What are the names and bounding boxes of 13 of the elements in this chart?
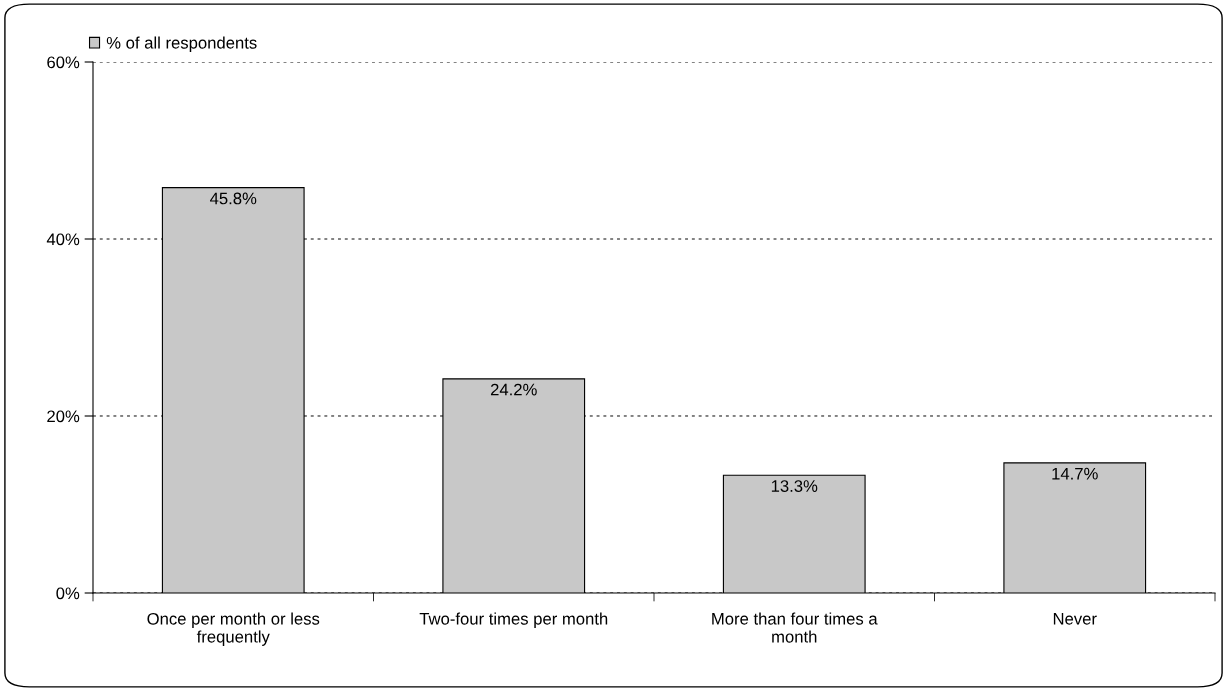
text: 13.3% [771, 480, 818, 492]
y-tick-label: 20% [47, 410, 80, 423]
legend-label: % of all respondents [106, 36, 257, 52]
y-tick-label: 0% [56, 587, 80, 600]
x-tick-label: Two-four times per month [419, 612, 608, 628]
x-tick-label: More than four times a month [712, 612, 878, 643]
text: 14.7% [1052, 467, 1098, 480]
y-tick-label: 40% [46, 233, 80, 246]
y-tick-label: 60% [47, 56, 80, 69]
x-tick-label: Never [1053, 613, 1097, 625]
x-tick-label: Once per month or less frequently [147, 612, 320, 646]
text: 24.2% [490, 383, 537, 396]
text: 45.8% [210, 192, 257, 205]
